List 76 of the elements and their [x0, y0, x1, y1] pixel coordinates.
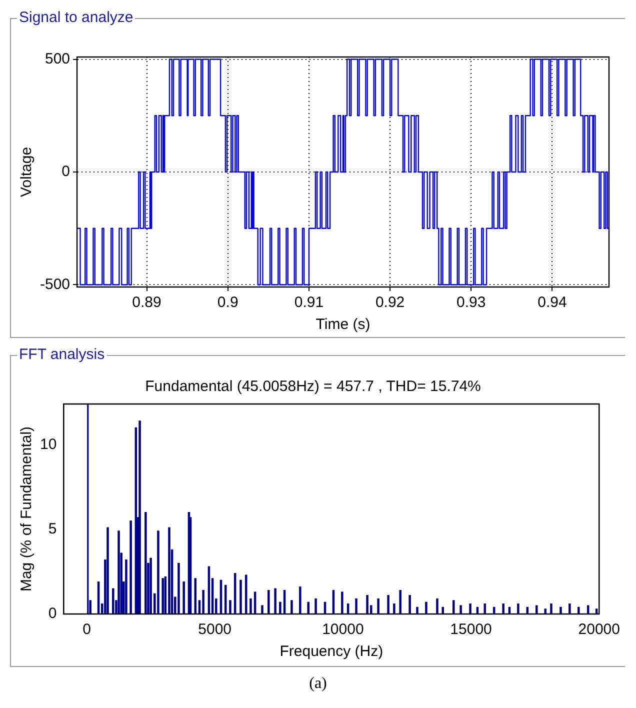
- y-tick-label: 0: [62, 163, 70, 180]
- bar: [229, 600, 232, 614]
- bar: [425, 602, 428, 614]
- x-tick-label: 10000: [322, 621, 364, 638]
- x-tick-label: 5000: [198, 621, 232, 638]
- bar: [442, 606, 444, 614]
- bar: [162, 578, 164, 614]
- y-tick-label: -500: [40, 276, 70, 293]
- x-tick-label: 20000: [578, 621, 620, 638]
- bar: [261, 605, 264, 614]
- bar: [279, 602, 282, 614]
- bar: [544, 608, 546, 614]
- x-tick-label: 0.94: [538, 294, 567, 312]
- bar: [112, 588, 114, 614]
- bar: [536, 605, 538, 614]
- bar: [125, 559, 128, 614]
- x-tick-label: 0.93: [456, 294, 486, 312]
- y-axis-title: Voltage: [18, 146, 36, 198]
- bar: [586, 605, 590, 614]
- x-tick-label: 0.89: [132, 294, 162, 312]
- bar: [469, 604, 472, 614]
- bar: [393, 604, 396, 614]
- bar: [578, 606, 580, 614]
- bar: [182, 581, 185, 614]
- x-tick-label: 0.92: [375, 294, 405, 312]
- bar: [138, 420, 141, 614]
- bar: [355, 598, 358, 614]
- bar: [144, 512, 147, 614]
- bar: [502, 604, 504, 614]
- bar: [240, 580, 242, 614]
- bar: [194, 578, 196, 614]
- bar: [250, 598, 252, 614]
- bar: [168, 527, 170, 614]
- bar: [550, 604, 552, 614]
- bar: [416, 606, 418, 614]
- bar: [290, 600, 293, 614]
- bar: [299, 586, 302, 614]
- x-tick-label: 0.9: [217, 294, 238, 312]
- bar: [202, 590, 204, 614]
- y-axis-title: Mag (% of Fundamental): [18, 426, 36, 592]
- bar: [341, 592, 344, 614]
- chart-title: FFT analysis: [17, 346, 107, 364]
- bar: [484, 604, 486, 614]
- bar: [568, 604, 571, 614]
- bar: [452, 600, 455, 614]
- bar: [130, 520, 132, 614]
- bar: [314, 598, 317, 614]
- chart-subtitle: Fundamental (45.0058Hz) = 457.7 , THD= 15.74%: [145, 378, 481, 396]
- bar: [150, 558, 152, 614]
- y-tick-label: 10: [40, 436, 57, 453]
- bar: [399, 590, 402, 614]
- bar: [377, 598, 380, 614]
- y-tick-label: 5: [48, 520, 57, 538]
- bar: [436, 598, 438, 614]
- x-tick-label: 15000: [450, 621, 492, 638]
- bar: [517, 604, 520, 614]
- x-axis-title: Time (s): [316, 316, 370, 334]
- chart-title: Signal to analyze: [17, 9, 136, 27]
- text: (a): [308, 675, 328, 693]
- y-tick-label: 500: [44, 50, 70, 68]
- bar: [118, 530, 120, 614]
- y-tick-label: 0: [48, 605, 57, 622]
- bar: [307, 602, 310, 614]
- bar: [366, 595, 368, 614]
- x-axis-title: Frequency (Hz): [280, 643, 384, 660]
- bar: [387, 595, 390, 614]
- bar: [268, 590, 270, 614]
- bar: [274, 588, 276, 614]
- bar: [460, 605, 462, 614]
- bar: [106, 527, 109, 614]
- bar: [408, 595, 411, 614]
- bar: [178, 562, 180, 614]
- bar: [157, 530, 160, 614]
- x-tick-label: 0.91: [294, 294, 324, 312]
- x-tick-label: 0: [82, 621, 91, 638]
- bar: [560, 606, 562, 614]
